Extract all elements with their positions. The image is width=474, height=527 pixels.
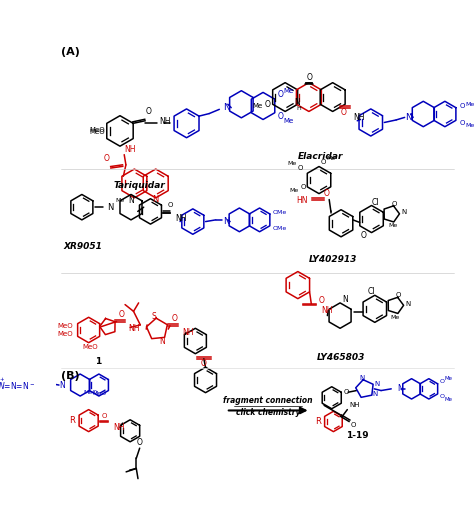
Text: HN: HN [297,196,308,205]
Text: O: O [201,359,207,368]
Text: MeO: MeO [92,392,107,396]
Text: N: N [401,209,406,215]
Text: Me: Me [388,223,397,228]
Text: O: O [300,184,306,190]
Text: O: O [459,103,465,109]
Text: Me: Me [290,188,299,193]
Text: Me: Me [445,376,452,381]
Text: OMe: OMe [273,210,287,215]
Text: MeO: MeO [58,331,73,337]
Text: N: N [107,203,113,212]
Text: O: O [360,231,366,240]
Text: O: O [344,389,349,395]
Text: XR9051: XR9051 [63,242,102,251]
Text: NH: NH [321,306,333,315]
Text: N: N [223,103,229,112]
Text: O: O [321,159,326,165]
Text: N: N [373,391,378,397]
Text: Me: Me [465,102,474,107]
Text: O: O [104,153,110,162]
Text: N: N [342,295,347,304]
Text: NH: NH [124,145,136,154]
Text: Me: Me [465,123,474,128]
Text: (B): (B) [61,370,79,380]
Text: MeO: MeO [90,129,105,135]
Text: O: O [392,201,397,207]
Text: S: S [152,312,156,321]
Text: R: R [315,417,321,426]
Text: NH: NH [182,328,193,337]
Text: MeO: MeO [82,344,98,350]
Text: O: O [319,296,325,305]
Text: LY402913: LY402913 [309,255,357,264]
Text: O: O [439,394,444,399]
Text: N: N [128,196,134,205]
Text: Cl: Cl [372,198,380,207]
Text: N: N [374,381,380,387]
Text: O: O [396,292,401,298]
Text: R: R [69,416,75,425]
Text: MeO: MeO [90,127,105,133]
Text: N: N [153,195,159,204]
Text: $\overset{+}{N}$=N=N$^-$: $\overset{+}{N}$=N=N$^-$ [0,375,35,392]
Text: NH: NH [175,213,187,223]
Text: Cl: Cl [368,287,375,296]
Text: O: O [277,91,283,100]
Text: NH: NH [354,113,365,122]
Text: O: O [439,379,444,384]
Text: 1-19: 1-19 [346,432,368,441]
Text: N: N [59,380,65,389]
Text: 1: 1 [95,357,101,366]
Text: LY465803: LY465803 [317,354,365,363]
Text: MeO: MeO [58,323,73,329]
Text: Me: Me [252,103,263,109]
Text: N: N [397,384,402,393]
Text: O: O [351,422,356,428]
Text: N: N [405,301,410,307]
Text: Me: Me [391,315,400,320]
Text: fragment connection: fragment connection [223,396,313,405]
Text: Me: Me [288,161,297,165]
Text: O: O [137,438,143,447]
Text: O: O [340,108,346,117]
Text: Me: Me [327,155,336,161]
Text: Me: Me [283,118,293,124]
Text: (A): (A) [61,47,80,57]
Text: O: O [307,73,313,82]
Text: NH: NH [349,402,359,407]
Text: O: O [118,310,125,319]
Text: NH: NH [159,117,171,126]
Text: N: N [294,99,300,108]
Text: MeO: MeO [83,390,97,395]
Text: O: O [264,100,270,109]
Text: N: N [359,375,364,381]
Text: OMe: OMe [273,226,287,231]
Text: Me: Me [116,198,125,203]
Text: O: O [277,112,283,121]
Text: N: N [223,217,229,226]
Text: N: N [159,337,165,346]
Text: Me: Me [283,87,293,94]
Text: NH: NH [128,324,140,333]
Text: O: O [324,189,330,198]
Text: O: O [459,120,465,126]
Text: Elacridar: Elacridar [298,152,343,161]
Text: H: H [296,106,301,111]
Text: O: O [167,202,173,208]
Text: Tariquidar: Tariquidar [114,181,166,190]
Text: click chemistry: click chemistry [236,408,301,417]
Text: O: O [146,106,152,116]
Text: NH: NH [113,423,125,432]
Text: O: O [102,413,108,418]
Text: O: O [171,314,177,323]
Text: N: N [405,113,411,122]
Text: O: O [298,165,303,171]
Text: Me: Me [445,396,452,402]
